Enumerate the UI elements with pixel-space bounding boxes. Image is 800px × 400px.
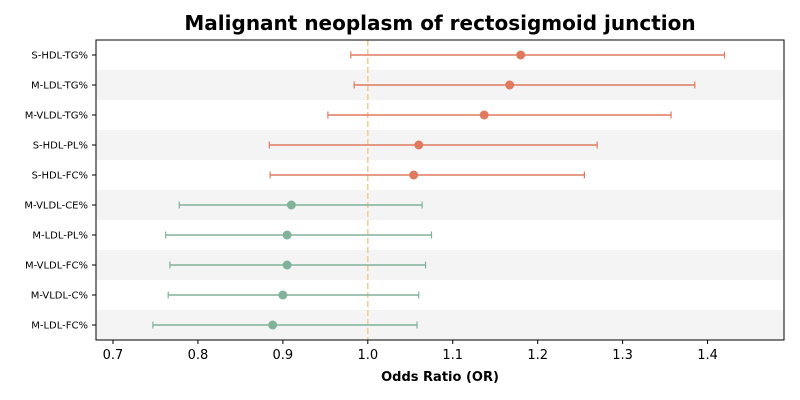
x-axis: 0.7 0.8 0.9 1.0 1.1 1.2 1.3 1.4 bbox=[103, 340, 718, 363]
x-tick-label: 0.8 bbox=[188, 348, 209, 363]
point-estimate bbox=[479, 110, 489, 120]
point-estimate bbox=[282, 260, 292, 270]
estimate-M-VLDL-TG% bbox=[327, 110, 672, 120]
point-estimate bbox=[409, 170, 419, 180]
point-estimate bbox=[505, 80, 515, 90]
y-tick-label: M-LDL-FC% bbox=[31, 321, 88, 332]
y-tick-label: M-VLDL-TG% bbox=[25, 111, 88, 122]
y-tick-label: M-VLDL-FC% bbox=[25, 261, 88, 272]
plot-frame bbox=[95, 39, 785, 341]
x-tick-label: 1.1 bbox=[442, 348, 463, 363]
x-tick-label: 0.9 bbox=[273, 348, 294, 363]
x-tick-label: 1.2 bbox=[527, 348, 548, 363]
chart-title: Malignant neoplasm of rectosigmoid junct… bbox=[184, 11, 695, 35]
estimate-M-LDL-PL% bbox=[165, 230, 433, 240]
estimate-S-HDL-PL% bbox=[268, 140, 598, 150]
estimates bbox=[152, 50, 726, 330]
y-tick-label: M-LDL-PL% bbox=[32, 231, 88, 242]
point-estimate bbox=[286, 200, 296, 210]
x-tick-label: 1.0 bbox=[357, 348, 378, 363]
estimate-M-VLDL-FC% bbox=[169, 260, 427, 270]
estimate-M-VLDL-C% bbox=[167, 290, 420, 300]
point-estimate bbox=[278, 290, 288, 300]
x-axis-label: Odds Ratio (OR) bbox=[381, 370, 499, 385]
y-tick-label: M-VLDL-C% bbox=[31, 291, 88, 302]
y-tick-label: S-HDL-FC% bbox=[32, 171, 88, 182]
y-axis: S-HDL-TG% M-LDL-TG% M-VLDL-TG% S-HDL-PL% S-H… bbox=[24, 51, 96, 332]
estimate-S-HDL-FC% bbox=[269, 170, 585, 180]
estimate-S-HDL-TG% bbox=[350, 50, 726, 60]
estimate-M-LDL-TG% bbox=[353, 80, 696, 90]
point-estimate bbox=[516, 50, 526, 60]
estimate-M-VLDL-CE% bbox=[178, 200, 423, 210]
y-tick-label: M-VLDL-CE% bbox=[24, 201, 88, 212]
point-estimate bbox=[414, 140, 424, 150]
point-estimate bbox=[268, 320, 278, 330]
estimate-M-LDL-FC% bbox=[152, 320, 418, 330]
x-tick-label: 1.3 bbox=[612, 348, 633, 363]
point-estimate bbox=[282, 230, 292, 240]
x-tick-label: 0.7 bbox=[103, 348, 124, 363]
y-tick-label: S-HDL-PL% bbox=[33, 141, 88, 152]
x-tick-label: 1.4 bbox=[697, 348, 718, 363]
y-tick-label: S-HDL-TG% bbox=[31, 51, 88, 62]
y-tick-label: M-LDL-TG% bbox=[31, 81, 88, 92]
